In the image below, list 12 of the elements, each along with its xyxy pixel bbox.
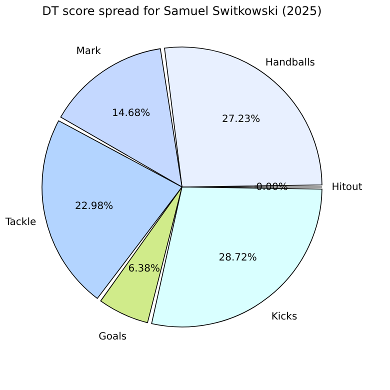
data-label: 6.38%	[128, 264, 160, 275]
slice-label: Handballs	[265, 57, 315, 68]
slice-label: Goals	[98, 332, 127, 343]
data-label: 27.23%	[222, 114, 260, 126]
slice-label: Kicks	[271, 311, 298, 322]
data-label: 14.68%	[112, 108, 150, 119]
chart-title: DT score spread for Samuel Switkowski (2025)	[42, 4, 322, 18]
data-label: 22.98%	[74, 201, 114, 212]
data-label: 28.72%	[218, 252, 257, 264]
slice-label: Tackle	[4, 217, 36, 228]
slice-label: Mark	[76, 46, 102, 57]
category-label: Hitout	[332, 182, 362, 193]
